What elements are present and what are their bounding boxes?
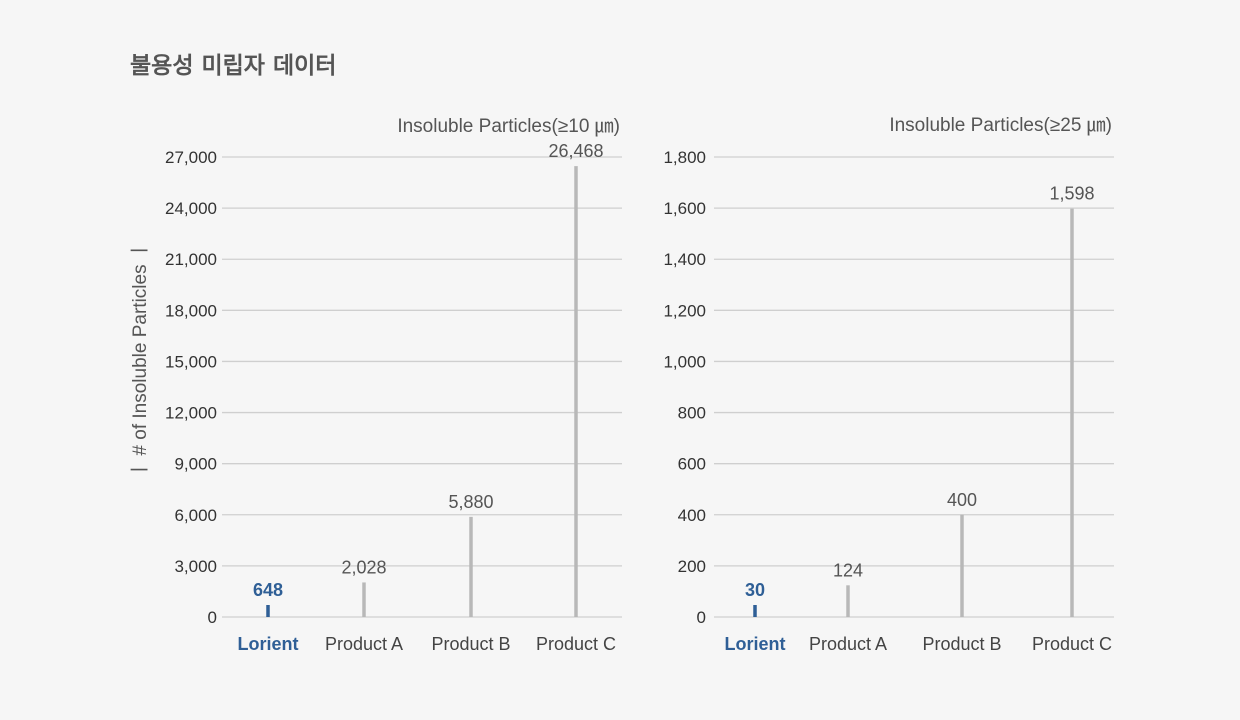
data-label: 30: [745, 580, 765, 600]
y-tick-label: 12,000: [165, 404, 217, 423]
x-tick-label: Lorient: [238, 634, 299, 654]
y-tick-label: 3,000: [174, 557, 217, 576]
page-title: 불용성 미립자 데이터: [130, 53, 337, 79]
y-tick-label: 15,000: [165, 352, 217, 371]
y-tick-label: 0: [697, 608, 706, 627]
y-tick-label: 21,000: [165, 250, 217, 269]
y-tick-label: 0: [208, 608, 217, 627]
data-label: 124: [833, 560, 863, 580]
y-tick-label: 24,000: [165, 199, 217, 218]
x-tick-label: Lorient: [725, 634, 786, 654]
data-label: 2,028: [341, 557, 386, 577]
y-tick-label: 18,000: [165, 301, 217, 320]
x-tick-label: Product C: [536, 634, 616, 654]
y-tick-label: 6,000: [174, 506, 217, 525]
y-axis-label: ㅣ # of Insoluble Particles ㅣ: [130, 242, 151, 479]
data-label: 1,598: [1049, 184, 1094, 204]
y-tick-label: 1,400: [663, 250, 706, 269]
x-tick-label: Product A: [325, 634, 403, 654]
y-tick-label: 1,000: [663, 352, 706, 371]
data-label: 26,468: [548, 141, 603, 161]
data-label: 648: [253, 580, 283, 600]
y-tick-label: 400: [678, 506, 706, 525]
chart-title: Insoluble Particles(≥25 ㎛): [889, 115, 1112, 136]
x-tick-label: Product B: [922, 634, 1001, 654]
data-label: 5,880: [448, 492, 493, 512]
x-tick-label: Product A: [809, 634, 887, 654]
chart-title: Insoluble Particles(≥10 ㎛): [397, 116, 620, 137]
y-tick-label: 1,600: [663, 199, 706, 218]
y-tick-label: 1,200: [663, 301, 706, 320]
y-tick-label: 200: [678, 557, 706, 576]
y-tick-label: 1,800: [663, 148, 706, 167]
x-tick-label: Product B: [431, 634, 510, 654]
y-tick-label: 27,000: [165, 148, 217, 167]
y-tick-label: 600: [678, 455, 706, 474]
y-tick-label: 800: [678, 404, 706, 423]
x-tick-label: Product C: [1032, 634, 1112, 654]
y-tick-label: 9,000: [174, 455, 217, 474]
data-label: 400: [947, 490, 977, 510]
